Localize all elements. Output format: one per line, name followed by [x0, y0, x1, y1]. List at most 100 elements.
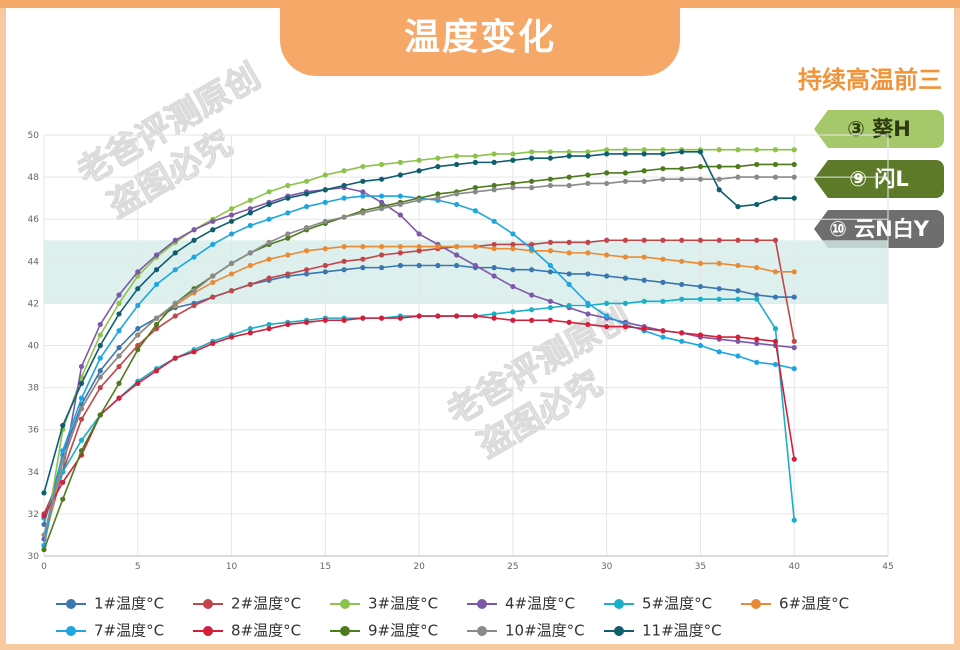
data-point: [322, 199, 328, 205]
data-point: [679, 258, 685, 264]
y-tick-label: 32: [28, 510, 39, 520]
data-point: [585, 153, 591, 159]
data-point: [735, 353, 741, 359]
data-point: [360, 193, 366, 199]
data-point: [303, 203, 310, 210]
data-point: [210, 279, 216, 285]
data-point: [604, 151, 610, 157]
data-point: [491, 241, 497, 248]
data-point: [679, 149, 685, 155]
data-point: [116, 380, 122, 386]
data-point: [266, 189, 272, 195]
data-point: [379, 315, 385, 321]
data-point: [322, 218, 328, 224]
data-point: [210, 273, 216, 279]
legend-label: 9#温度°C: [368, 622, 438, 640]
legend-label: 11#温度°C: [642, 622, 722, 640]
legend-marker: [477, 626, 487, 636]
data-point: [529, 267, 535, 273]
data-point: [228, 260, 235, 267]
data-point: [716, 286, 722, 292]
data-point: [547, 262, 554, 269]
data-point: [679, 176, 685, 182]
data-point: [97, 412, 103, 418]
data-point: [735, 334, 741, 340]
data-point: [585, 239, 591, 245]
data-point: [285, 195, 291, 201]
legend-item: 5#温度°C: [604, 595, 712, 613]
data-point: [416, 231, 422, 237]
legend-item: 7#温度°C: [56, 622, 164, 640]
data-point: [228, 271, 235, 277]
data-point: [285, 182, 291, 189]
data-point: [510, 317, 516, 323]
data-point: [135, 326, 141, 332]
data-point: [285, 231, 291, 237]
data-point: [228, 218, 235, 224]
legend-marker: [203, 626, 213, 636]
data-point: [322, 262, 328, 269]
data-point: [322, 172, 328, 178]
x-tick-label: 0: [41, 562, 47, 572]
data-point: [135, 269, 141, 275]
highlight-band: [44, 240, 888, 304]
data-point: [397, 201, 403, 208]
data-point: [791, 366, 797, 372]
data-point: [285, 321, 291, 328]
data-point: [491, 187, 497, 193]
x-tick-label: 45: [882, 562, 893, 572]
data-point: [341, 182, 347, 189]
data-point: [379, 161, 385, 168]
data-point: [379, 206, 385, 212]
data-point: [697, 283, 704, 290]
data-point: [210, 294, 216, 300]
data-point: [716, 260, 722, 267]
data-point: [191, 254, 197, 260]
data-point: [716, 187, 722, 193]
data-point: [735, 237, 741, 243]
data-point: [135, 347, 141, 353]
data-point: [435, 243, 441, 250]
data-point: [791, 195, 797, 201]
data-point: [529, 307, 535, 313]
legend-label: 2#温度°C: [231, 595, 301, 613]
data-point: [228, 231, 235, 237]
data-point: [491, 159, 497, 165]
data-point: [585, 149, 591, 155]
x-tick-label: 5: [135, 562, 141, 572]
legend-label: 1#温度°C: [94, 595, 164, 613]
data-point: [135, 273, 141, 279]
data-point: [660, 151, 666, 157]
data-point: [472, 189, 478, 195]
data-point: [754, 359, 760, 365]
data-point: [153, 252, 160, 258]
legend-item: 8#温度°C: [193, 622, 301, 640]
data-point: [172, 237, 178, 243]
data-point: [191, 227, 197, 233]
legend-item: 9#温度°C: [330, 622, 438, 640]
data-point: [566, 149, 572, 155]
data-point: [341, 317, 347, 323]
data-point: [772, 147, 779, 153]
data-point: [716, 163, 722, 170]
data-point: [360, 163, 366, 170]
data-point: [716, 334, 722, 340]
data-point: [660, 256, 666, 262]
data-point: [153, 315, 160, 321]
data-point: [660, 147, 666, 153]
data-point: [78, 437, 85, 443]
data-point: [772, 361, 779, 368]
y-tick-label: 46: [28, 215, 40, 225]
data-point: [322, 187, 328, 193]
data-point: [510, 151, 516, 157]
data-point: [585, 311, 591, 317]
data-point: [660, 166, 666, 172]
data-point: [491, 151, 497, 157]
data-point: [303, 225, 310, 231]
y-tick-label: 30: [28, 552, 40, 562]
legend-item: 1#温度°C: [56, 595, 164, 613]
data-point: [510, 185, 516, 191]
data-point: [735, 262, 741, 269]
x-tick-label: 40: [788, 562, 800, 572]
data-point: [247, 210, 253, 216]
